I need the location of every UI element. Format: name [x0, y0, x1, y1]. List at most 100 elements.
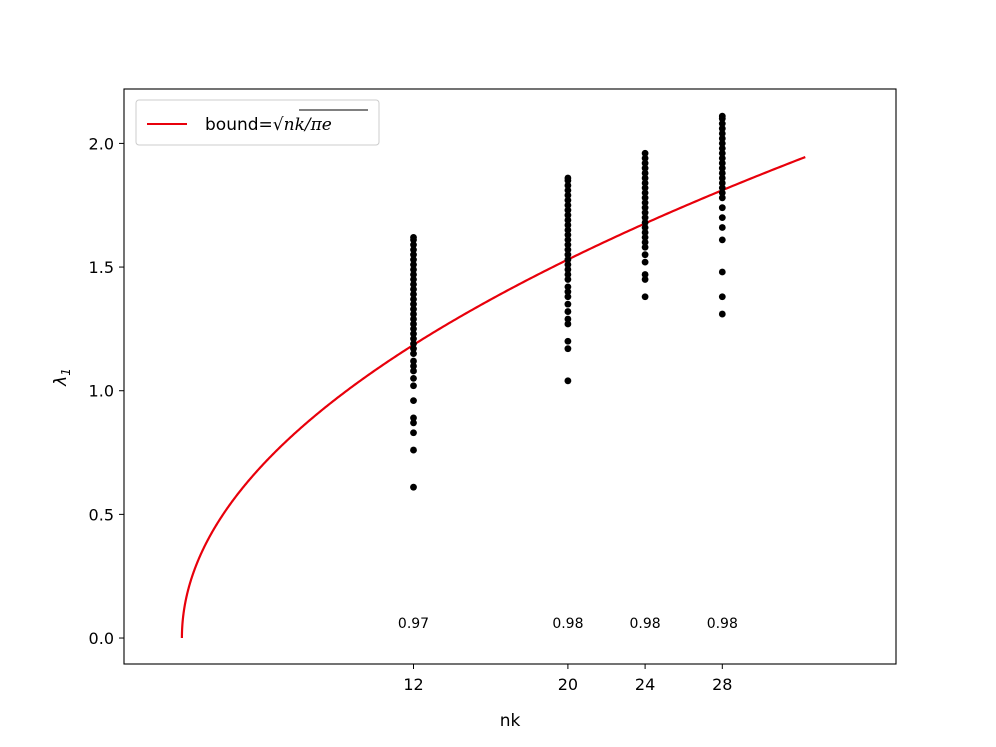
- scatter-point: [641, 251, 649, 259]
- scatter-point: [641, 174, 649, 182]
- x-axis: 12 20 24 28: [403, 664, 732, 694]
- legend-label-math: nk/πe: [284, 115, 332, 135]
- scatter-point: [718, 189, 726, 197]
- scatter-point: [718, 293, 726, 301]
- svg-text:λ1: λ1: [51, 368, 73, 387]
- scatter-point: [641, 243, 649, 251]
- scatter-point: [410, 367, 417, 375]
- scatter-point: [410, 362, 417, 370]
- scatter-point: [410, 290, 417, 298]
- scatter-point: [564, 231, 572, 239]
- scatter-point: [410, 330, 417, 338]
- scatter-point: [410, 315, 417, 323]
- y-tick-label: 0.5: [89, 505, 114, 524]
- scatter-point: [410, 246, 417, 254]
- scatter-point: [564, 206, 572, 214]
- scatter-point: [564, 320, 572, 328]
- bound-curve: [180, 156, 806, 639]
- legend-label: bound=√nk/πe: [205, 115, 332, 135]
- scatter-point: [410, 382, 417, 390]
- scatter-point: [410, 357, 417, 365]
- scatter-point: [410, 276, 417, 283]
- y-tick-label: 1.5: [89, 258, 114, 277]
- scatter-point: [410, 261, 417, 268]
- scatter-point: [718, 120, 726, 128]
- scatter-point: [564, 315, 572, 323]
- x-tick-label: 20: [558, 675, 578, 694]
- scatter-point: [410, 397, 417, 405]
- scatter-point: [410, 305, 417, 313]
- scatter-point: [718, 159, 726, 167]
- scatter-point: [564, 377, 572, 385]
- scatter-point: [718, 268, 726, 276]
- scatter-point: [410, 300, 417, 308]
- scatter-point: [641, 179, 649, 187]
- scatter-point: [410, 251, 417, 259]
- scatter-point: [718, 164, 726, 172]
- scatter-point: [564, 300, 572, 308]
- scatter-point: [564, 221, 572, 229]
- scatter-point: [564, 251, 572, 259]
- scatter-point: [564, 226, 572, 234]
- scatter-point: [718, 149, 726, 157]
- x-tick-label: 24: [635, 675, 655, 694]
- scatter-point: [564, 288, 572, 296]
- scatter-point: [410, 335, 417, 343]
- scatter-point: [641, 258, 649, 266]
- scatter-point: [718, 125, 726, 132]
- scatter-group-nk-20: [564, 174, 572, 385]
- scatter-point: [641, 164, 649, 172]
- scatter-point: [641, 154, 649, 162]
- scatter-point: [410, 320, 417, 328]
- scatter-point: [410, 429, 417, 437]
- scatter-group-nk-12: [410, 233, 417, 491]
- annotation-label: 0.97: [398, 616, 429, 632]
- scatter-point: [410, 256, 417, 264]
- scatter-point: [410, 483, 417, 491]
- scatter-point: [564, 345, 572, 353]
- scatter-point: [564, 187, 572, 194]
- scatter-point: [564, 191, 572, 199]
- y-tick-label: 1.0: [89, 382, 114, 401]
- scatter-point: [718, 144, 726, 152]
- annotations: 0.97 0.98 0.98 0.98: [398, 616, 738, 632]
- scatter-point: [718, 169, 726, 177]
- y-tick-label: 2.0: [89, 134, 114, 153]
- scatter-point: [641, 224, 649, 231]
- scatter-point: [718, 140, 726, 147]
- scatter-point: [410, 340, 417, 348]
- axes-frame: [123, 88, 897, 665]
- scatter-point: [641, 159, 649, 167]
- scatter-point: [564, 271, 572, 278]
- scatter-point: [564, 211, 572, 219]
- scatter-point: [718, 179, 726, 187]
- scatter-point: [641, 276, 649, 283]
- scatter-point: [718, 310, 726, 318]
- x-tick-label: 12: [403, 675, 423, 694]
- scatter-point: [718, 214, 726, 222]
- scatter-point: [410, 414, 417, 422]
- scatter-point: [718, 236, 726, 244]
- legend-radical-sign: √: [273, 115, 284, 135]
- scatter-point: [718, 204, 726, 212]
- scatter-point: [641, 184, 649, 192]
- x-tick-label: 28: [712, 675, 732, 694]
- scatter-point: [410, 419, 417, 427]
- scatter-point: [564, 201, 572, 209]
- scatter-point: [564, 246, 572, 254]
- scatter-point: [564, 216, 572, 224]
- scatter-point: [564, 182, 572, 189]
- scatter-point: [564, 196, 572, 204]
- scatter-point: [641, 229, 649, 236]
- scatter-point: [718, 224, 726, 231]
- annotation-label: 0.98: [707, 616, 738, 632]
- scatter-point: [564, 236, 572, 244]
- scatter-point: [564, 293, 572, 301]
- x-axis-label: nk: [500, 711, 521, 731]
- scatter-point: [564, 283, 572, 291]
- scatter-point: [564, 276, 572, 283]
- scatter-point: [410, 280, 417, 288]
- scatter-point: [410, 374, 417, 382]
- scatter-point: [641, 271, 649, 278]
